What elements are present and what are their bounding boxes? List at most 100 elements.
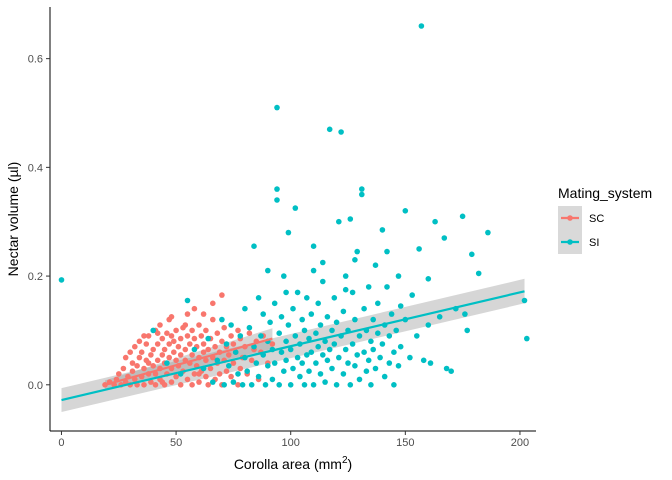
data-point-sc (154, 357, 161, 364)
data-point-si (317, 371, 324, 377)
data-point-si (331, 341, 338, 347)
data-point-si (299, 316, 306, 323)
data-point-si (255, 295, 262, 301)
data-point-si (407, 354, 413, 361)
data-point-si (409, 292, 416, 298)
data-point-si (283, 338, 289, 345)
data-point-sc (219, 292, 225, 298)
data-point-si (368, 338, 374, 345)
data-point-sc (171, 338, 177, 345)
data-point-si (301, 382, 308, 388)
data-point-si (271, 300, 278, 307)
data-point-si (352, 257, 358, 263)
data-point-sc (145, 333, 152, 339)
data-point-sc (159, 352, 166, 358)
data-point-sc (237, 365, 244, 372)
data-point-si (285, 322, 292, 328)
data-point-sc (207, 365, 214, 372)
x-tick-label: 200 (511, 437, 529, 449)
data-point-si (459, 213, 466, 220)
data-point-si (248, 382, 255, 388)
data-point-si (308, 349, 315, 356)
data-point-si (274, 186, 280, 192)
data-point-si (297, 373, 303, 380)
data-point-si (294, 354, 301, 361)
data-point-si (310, 243, 317, 249)
data-point-si (278, 314, 285, 320)
data-point-sc (196, 379, 202, 385)
data-point-si (299, 360, 306, 366)
data-point-sc (134, 363, 140, 369)
data-point-sc (214, 330, 221, 337)
data-point-si (372, 365, 379, 372)
data-point-sc (175, 343, 182, 350)
data-point-si (336, 218, 342, 225)
data-point-sc (205, 382, 211, 388)
data-point-si (242, 305, 248, 312)
data-point-sc (145, 360, 152, 366)
data-point-sc (269, 341, 276, 347)
data-point-sc (198, 333, 205, 339)
data-point-si (356, 333, 363, 339)
data-point-si (244, 368, 250, 375)
data-point-si (283, 357, 289, 364)
data-point-si (223, 341, 230, 347)
data-point-sc (157, 322, 163, 328)
data-point-si (377, 354, 383, 361)
data-point-si (340, 308, 347, 315)
data-point-si (150, 327, 156, 334)
data-point-sc (196, 322, 202, 328)
legend: Mating_system SC SI (558, 185, 652, 254)
data-point-si (324, 357, 331, 364)
data-point-sc (200, 349, 207, 356)
series-si-points (58, 23, 530, 388)
legend-title: Mating_system (558, 185, 652, 201)
data-point-si (290, 305, 296, 312)
x-axis-title: Corolla area (mm2) (234, 455, 352, 472)
data-point-si (306, 335, 312, 342)
x-tick-label: 50 (170, 437, 182, 449)
data-point-sc (166, 341, 172, 347)
x-tick-label: 150 (396, 437, 414, 449)
data-point-sc (246, 330, 253, 337)
data-point-sc (171, 349, 177, 356)
data-point-si (306, 368, 312, 375)
data-point-sc (191, 335, 198, 342)
data-point-si (164, 360, 170, 366)
data-point-si (359, 186, 365, 192)
data-point-si (274, 197, 280, 203)
data-point-si (368, 382, 374, 388)
data-point-sc (159, 335, 166, 342)
data-point-si (283, 289, 289, 296)
data-point-sc (166, 354, 172, 361)
data-point-si (232, 349, 239, 356)
x-tick-label: 0 (58, 437, 64, 449)
data-point-si (381, 373, 388, 380)
data-point-si (462, 311, 468, 317)
data-point-sc (216, 371, 223, 377)
data-point-sc (138, 349, 145, 356)
data-point-si (347, 216, 354, 222)
data-point-sc (228, 333, 234, 339)
data-point-sc (141, 333, 147, 339)
data-point-si (402, 208, 409, 214)
data-point-sc (148, 379, 154, 385)
data-point-sc (129, 368, 136, 375)
data-point-si (356, 376, 363, 383)
data-point-sc (203, 327, 209, 334)
data-point-si (379, 341, 386, 347)
data-point-si (379, 227, 386, 233)
data-point-si (265, 363, 271, 369)
data-point-sc (219, 338, 225, 345)
data-point-sc (221, 324, 227, 331)
data-point-si (274, 104, 280, 111)
data-point-si (317, 322, 324, 328)
data-point-sc (173, 373, 179, 380)
data-point-si (58, 277, 65, 283)
data-point-sc (184, 376, 191, 383)
data-point-sc (141, 382, 147, 388)
data-point-si (338, 129, 344, 135)
data-point-si (313, 330, 319, 337)
data-point-sc (177, 382, 184, 388)
data-point-si (221, 382, 227, 388)
